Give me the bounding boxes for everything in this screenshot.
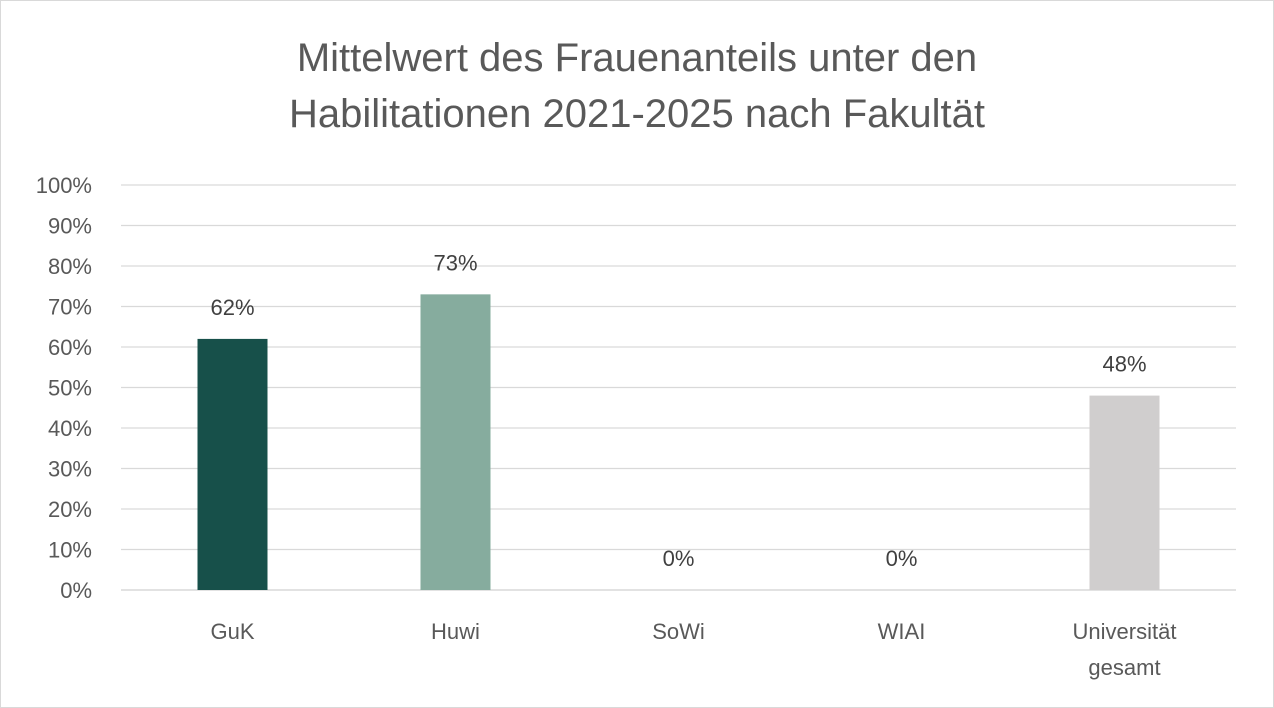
data-label: 62% [210,295,254,320]
data-label: 48% [1102,352,1146,377]
chart-title-line-1: Mittelwert des Frauenanteils unter den [296,36,978,80]
data-label: 0% [886,546,918,571]
y-tick-label: 20% [48,497,92,522]
chart-title-line-2: Habilitationen 2021-2025 nach Fakultät [288,92,986,136]
y-tick-label: 40% [48,416,92,441]
gridlines [121,184,1236,591]
x-tick-label: GuK [210,619,254,644]
y-tick-label: 50% [48,376,92,401]
data-label: 73% [433,250,477,275]
y-tick-label: 10% [48,538,92,563]
y-tick-label: 30% [48,457,92,482]
chart-title: Mittelwert des Frauenanteils unter den H… [0,30,1274,142]
bar [197,338,268,590]
y-tick-label: 60% [48,335,92,360]
x-tick-label: Universität [1073,619,1177,644]
data-labels: 62% 73% 0% 0% 48% [210,250,1146,571]
y-tick-label: 90% [48,214,92,239]
y-tick-label: 70% [48,295,92,320]
x-tick-label: WIAI [878,619,926,644]
x-tick-label: gesamt [1088,655,1160,680]
bar [420,294,491,590]
y-tick-label: 80% [48,254,92,279]
x-tick-label: SoWi [652,619,705,644]
x-axis-tick-labels: GuK Huwi SoWi WIAI Universität gesamt [210,619,1176,680]
y-axis-tick-labels: 0% 10% 20% 30% 40% 50% 60% 70% 80% 90% 100% [36,173,92,603]
x-tick-label: Huwi [431,619,480,644]
y-tick-label: 100% [36,173,92,198]
bars [197,294,1160,590]
y-tick-label: 0% [60,578,92,603]
bar [1089,395,1160,590]
data-label: 0% [663,546,695,571]
